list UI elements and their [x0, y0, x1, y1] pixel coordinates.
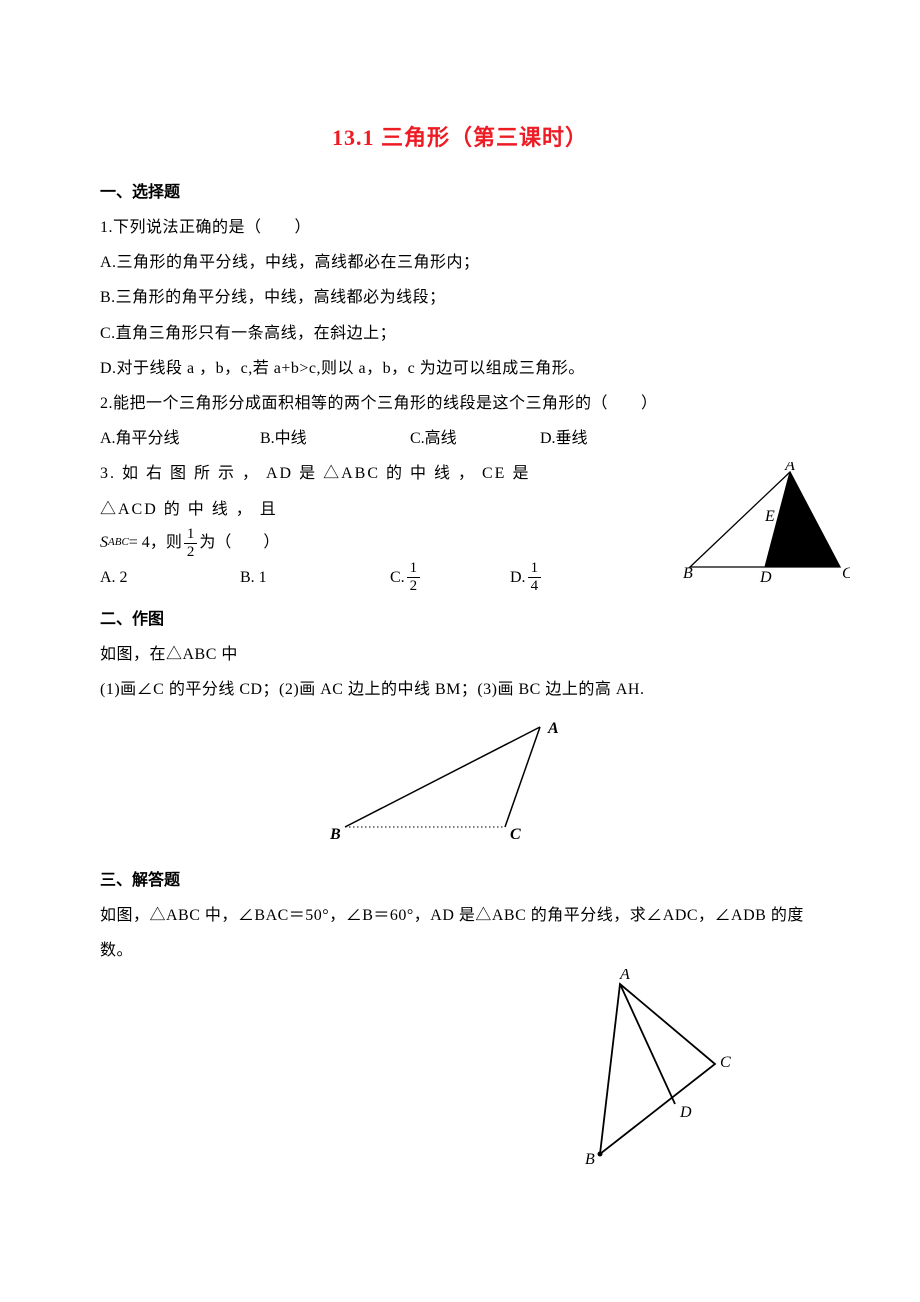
- q3-opt-c-frac: 1 2: [407, 561, 421, 594]
- solve-label-a: A: [619, 969, 630, 983]
- solve-label-b: B: [585, 1151, 595, 1168]
- solve-stem: 如图，△ABC 中，∠BAC＝50°，∠B＝60°，AD 是△ABC 的角平分线…: [100, 898, 820, 968]
- section-2-heading: 二、作图: [100, 605, 820, 629]
- q1-opt-d: D.对于线段 a ，b，c,若 a+b>c,则以 a，b，c 为边可以组成三角形…: [100, 351, 820, 386]
- q3-s-eq: = 4: [129, 530, 150, 556]
- q3-opt-d-frac: 1 4: [528, 561, 542, 594]
- q3-frac-den: 2: [184, 543, 198, 560]
- q1-opt-a: A.三角形的角平分线，中线，高线都必在三角形内；: [100, 245, 820, 280]
- q3-formula-line: SABC = 4 ，则 1 2 为（ ）: [100, 527, 580, 560]
- q3-d-num: 1: [528, 561, 542, 577]
- solve-line-ad: [620, 984, 675, 1104]
- q1-stem: 1.下列说法正确的是（ ）: [100, 210, 820, 245]
- drawing-tasks: (1)画∠C 的平分线 CD；(2)画 AC 边上的中线 BM；(3)画 BC …: [100, 672, 820, 707]
- q2-opt-c: C.高线: [410, 421, 540, 456]
- q3-label-b: B: [683, 565, 693, 582]
- solve-triangle: [600, 984, 715, 1154]
- q3-options: A. 2 B. 1 C. 1 2 D. 1 4: [100, 560, 580, 595]
- solve-vertex-b-dot: [598, 1151, 603, 1156]
- q2-opt-b: B.中线: [260, 421, 410, 456]
- q3-opt-c: C. 1 2: [390, 560, 510, 595]
- drawing-figure: A B C: [100, 717, 820, 852]
- q2-opt-a: A.角平分线: [100, 421, 260, 456]
- q1-opt-c: C.直角三角形只有一条高线，在斜边上；: [100, 316, 820, 351]
- q2-options: A.角平分线 B.中线 C.高线 D.垂线: [100, 421, 820, 456]
- q2-stem: 2.能把一个三角形分成面积相等的两个三角形的线段是这个三角形的（ ）: [100, 386, 820, 421]
- q3-opt-c-pre: C.: [390, 560, 405, 595]
- q3-c-den: 2: [407, 577, 421, 594]
- drawing-stem: 如图，在△ABC 中: [100, 637, 820, 672]
- q3-frac-num: 1: [184, 527, 198, 543]
- drawing-label-a: A: [547, 720, 559, 737]
- q3-opt-b: B. 1: [240, 560, 390, 595]
- q3-block: 3. 如 右 图 所 示 ， AD 是 △ABC 的 中 线 ， CE 是 △A…: [100, 456, 820, 595]
- worksheet-page: 13.1 三角形（第三课时） 一、选择题 1.下列说法正确的是（ ） A.三角形…: [0, 0, 920, 1302]
- q3-c-num: 1: [407, 561, 421, 577]
- section-1-heading: 一、选择题: [100, 178, 820, 202]
- q3-label-a: A: [784, 462, 795, 474]
- q3-d-den: 4: [528, 577, 542, 594]
- q3-opt-d: D. 1 4: [510, 560, 543, 595]
- q3-s-symbol: S: [100, 530, 108, 556]
- solve-label-d: D: [679, 1104, 692, 1121]
- section-3-heading: 三、解答题: [100, 866, 820, 890]
- q3-figure: A B C D E: [680, 462, 850, 592]
- q3-s-sub: ABC: [108, 534, 129, 552]
- q3-label-c: C: [842, 565, 850, 582]
- q3-s-post2: 为（ ）: [199, 530, 279, 556]
- drawing-svg: A B C: [330, 717, 590, 847]
- q3-opt-d-pre: D.: [510, 560, 526, 595]
- solve-svg: A B C D: [560, 969, 750, 1169]
- drawing-label-b: B: [330, 826, 341, 843]
- q2-opt-d: D.垂线: [540, 421, 588, 456]
- q1-opt-b: B.三角形的角平分线，中线，高线都必为线段；: [100, 280, 820, 315]
- solve-fig-wrap: A B C D: [100, 969, 820, 1179]
- drawing-stem-text: 如图，在△ABC 中: [100, 646, 238, 663]
- q3-stem: 3. 如 右 图 所 示 ， AD 是 △ABC 的 中 线 ， CE 是 △A…: [100, 456, 580, 526]
- q3-opt-a: A. 2: [100, 560, 240, 595]
- solve-label-c: C: [720, 1054, 731, 1071]
- q3-label-e: E: [764, 508, 775, 525]
- q3-label-d: D: [759, 569, 772, 586]
- solve-figure: A B C D: [560, 969, 750, 1174]
- page-title: 13.1 三角形（第三课时）: [100, 120, 820, 152]
- q3-s-post1: ，则: [150, 530, 182, 556]
- q3-frac: 1 2: [184, 527, 198, 560]
- q3-svg: A B C D E: [680, 462, 850, 587]
- drawing-label-c: C: [510, 826, 521, 843]
